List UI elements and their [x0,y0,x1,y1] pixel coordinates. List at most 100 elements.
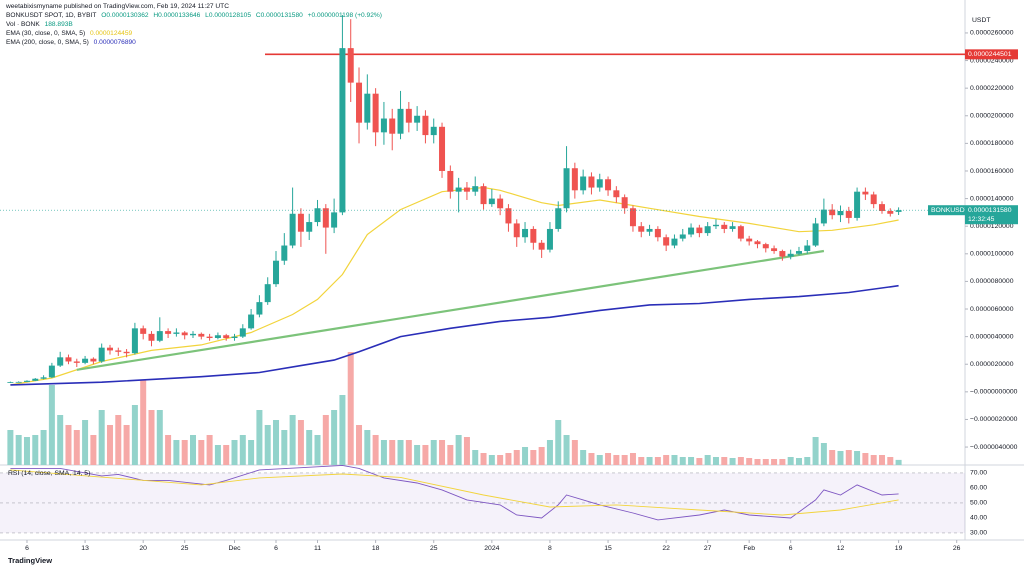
candle-body [364,93,371,123]
volume-bar [123,425,130,465]
volume-bar [629,453,636,465]
candle-body [712,224,719,227]
candle-body [190,333,196,336]
x-tick-label: 18 [372,545,380,552]
y-tick-label: 0.0000140000 [970,195,1014,202]
volume-bar [804,457,811,465]
candle-body [887,211,894,214]
volume-bar [505,453,512,465]
volume-bar [522,447,529,465]
candle-body [389,118,396,134]
candle-body [314,208,321,223]
y-tick-label: 0.0000080000 [970,278,1014,285]
volume-bar [712,457,719,465]
candle-body [804,245,811,252]
candle-body [787,253,794,257]
x-tick-label: 15 [604,545,612,552]
candle-body [530,228,537,243]
volume-bar [580,450,587,465]
volume-bar [563,435,570,465]
volume-bar [405,440,412,465]
candle-body [463,187,470,192]
symbol-line: BONKUSDT SPOT, 1D, BYBIT O0.0000130362 H… [6,11,385,20]
ema200-line: EMA (200, close, 0, SMA, 5) 0.0000076890 [6,38,385,47]
y-tick-label: 0.0000220000 [970,85,1014,92]
candle-body [439,126,446,171]
candle-body [422,115,429,136]
volume-bar [165,435,172,465]
volume-bar [148,410,155,465]
candle-body [812,223,819,246]
x-tick-label: 20 [139,545,147,552]
candle-body [264,284,271,303]
volume-bar [812,437,819,465]
volume-bar [820,443,827,465]
volume-bar [314,435,321,465]
candle-body [862,191,869,195]
volume-bar [829,450,836,465]
x-tick-label: 19 [895,545,903,552]
volume-bar [779,459,786,465]
volume-bar [854,451,861,465]
y-tick-label: 0.0000040000 [970,333,1014,340]
volume-bar [447,445,454,465]
volume-bar [7,430,14,465]
volume-bar [131,405,138,465]
candle-body [605,179,612,191]
x-tick-label: Dec [228,545,241,552]
volume-bar [513,450,520,465]
candle-body [256,302,263,315]
volume-bar [98,410,105,465]
volume-bar [239,435,246,465]
volume-bar [795,458,802,465]
candle-body [322,208,329,228]
candle-body [380,118,387,133]
volume-bar [198,440,205,465]
volume-bar [256,410,263,465]
level-tag [965,49,1018,60]
volume-bar [82,420,89,465]
volume-bar [231,440,238,465]
candle-body [23,380,30,382]
y-tick-label: 50.00 [970,500,987,507]
candle-body [106,347,113,351]
candle-body [596,179,603,188]
candle-body [15,381,22,383]
candle-body [115,350,122,352]
candle-body [497,198,504,209]
candle-body [248,314,255,329]
candle-body [472,186,479,192]
countdown-label: 12:32:45 [968,216,995,223]
candle-body [7,382,14,383]
candle-body [430,126,437,136]
volume-bar [439,440,446,465]
volume-line: Vol · BONK 188.893B [6,20,385,29]
volume-bar [322,415,329,465]
candle-body [704,226,711,234]
y-tick-label: 40.00 [970,515,987,522]
ohlc-open: O0.0000130362 [101,12,149,19]
volume-bar [380,440,387,465]
ema200-name: EMA (200, close, 0, SMA, 5) [6,39,89,46]
volume-bar [688,457,695,465]
y-tick-label: 60.00 [970,485,987,492]
candle-body [397,108,404,134]
y-tick-label: 0.0000240000 [970,57,1014,64]
candle-body [65,357,72,362]
volume-bar [57,415,64,465]
candle-body [98,347,105,362]
symbol-tag-label: BONKUSDT [931,207,969,214]
y-tick-label: 30.00 [970,530,987,537]
price-tag-label: 0.0000131580 [968,207,1012,214]
rsi-line [10,464,899,521]
volume-bar [364,430,371,465]
candle-body [273,260,280,285]
volume-bar [878,455,885,465]
candle-body [771,248,778,252]
volume-bar [870,455,877,465]
volume-bar [546,440,553,465]
volume-bar [463,437,470,465]
x-tick-label: 25 [181,545,189,552]
candle-body [281,245,288,261]
candle-body [754,241,761,245]
